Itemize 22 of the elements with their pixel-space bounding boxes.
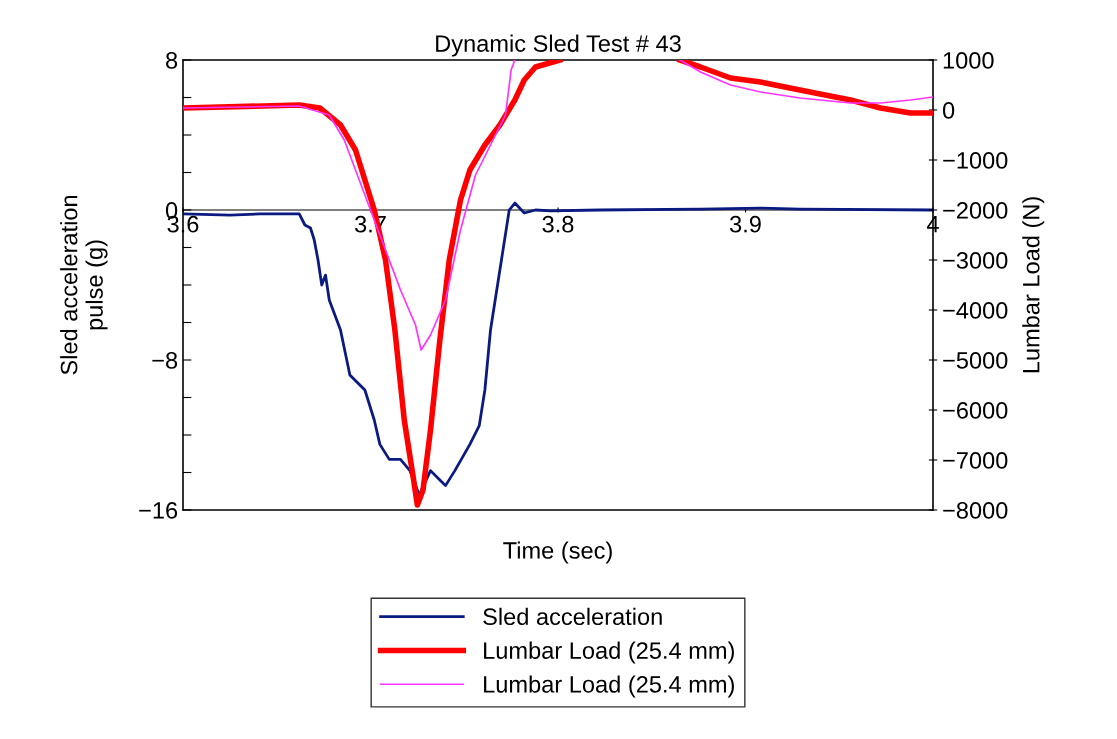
- y2-tick-label: −4000: [943, 302, 1008, 319]
- y2-tick-label: −1000: [943, 152, 1008, 169]
- y2-tick-label: 0: [942, 102, 955, 119]
- y2-tick-label: 1000: [943, 52, 994, 69]
- x-axis-title: Time (sec): [503, 541, 612, 564]
- y2-tick-label: −6000: [943, 402, 1008, 419]
- legend-label: Lumbar Load (25.4 mm): [484, 641, 734, 664]
- y-tick-label: −8: [152, 352, 178, 369]
- y2-axis-title: Lumbar Load (N): [1022, 197, 1045, 373]
- y-tick-label: 8: [166, 52, 178, 69]
- x-tick-label: 3.8: [542, 215, 574, 233]
- y2-tick-label: −3000: [943, 252, 1008, 269]
- y2-tick-label: −2000: [943, 202, 1008, 219]
- y2-tick-label: −5000: [943, 352, 1008, 369]
- y2-tick-label: −8000: [943, 502, 1008, 519]
- y2-tick-label: −7000: [943, 452, 1008, 469]
- legend-label: Lumbar Load (25.4 mm): [484, 675, 734, 698]
- x-tick-label: 3.9: [729, 215, 761, 233]
- y-tick-label: −16: [139, 502, 178, 519]
- y-axis-title: Sled acceleration pulse (g): [60, 195, 108, 375]
- chart-title: Dynamic Sled Test # 43: [436, 34, 681, 57]
- legend-label: Sled acceleration: [483, 607, 662, 626]
